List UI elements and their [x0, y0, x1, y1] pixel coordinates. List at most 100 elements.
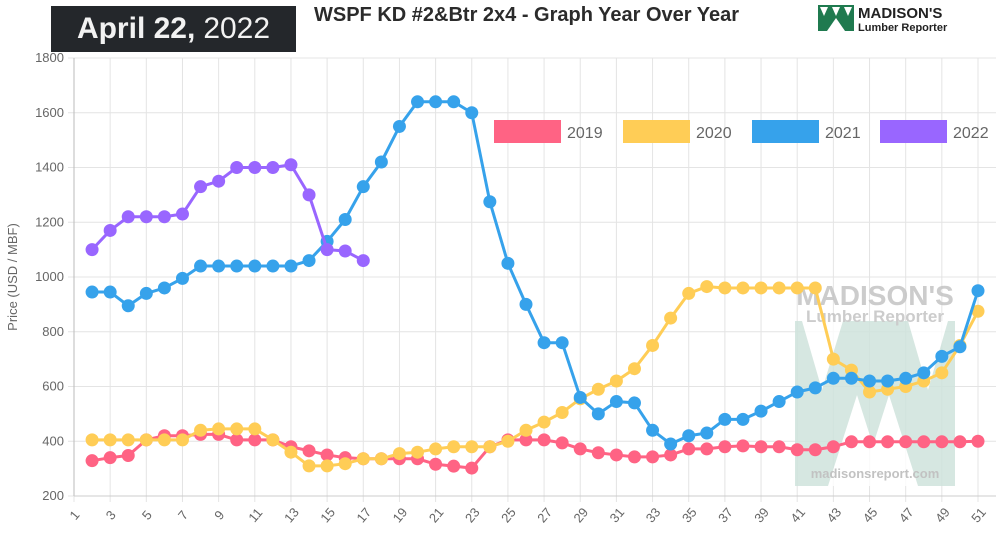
data-point[interactable] — [899, 435, 913, 449]
data-point[interactable] — [609, 395, 623, 409]
data-point[interactable] — [157, 210, 171, 224]
data-point[interactable] — [85, 285, 99, 299]
data-point[interactable] — [718, 281, 732, 295]
data-point[interactable] — [230, 161, 244, 174]
data-point[interactable] — [483, 195, 497, 209]
data-point[interactable] — [320, 448, 334, 462]
data-point[interactable] — [85, 433, 99, 447]
data-point[interactable] — [555, 436, 569, 450]
data-point[interactable] — [808, 381, 822, 395]
data-point[interactable] — [121, 433, 135, 447]
data-point[interactable] — [718, 440, 732, 454]
data-point[interactable] — [356, 254, 370, 268]
data-point[interactable] — [682, 442, 696, 456]
data-point[interactable] — [465, 440, 479, 454]
data-point[interactable] — [230, 433, 244, 447]
data-point[interactable] — [447, 459, 461, 473]
data-point[interactable] — [175, 271, 189, 285]
data-point[interactable] — [664, 311, 678, 325]
data-point[interactable] — [881, 374, 895, 388]
data-point[interactable] — [121, 299, 135, 313]
data-point[interactable] — [356, 452, 370, 466]
data-point[interactable] — [591, 382, 605, 396]
data-point[interactable] — [392, 447, 406, 461]
data-point[interactable] — [899, 371, 913, 385]
data-point[interactable] — [302, 188, 316, 202]
data-point[interactable] — [139, 433, 153, 447]
data-point[interactable] — [736, 281, 750, 295]
data-point[interactable] — [609, 374, 623, 388]
data-point[interactable] — [212, 422, 226, 436]
legend-item-2022[interactable]: 2022 — [880, 120, 989, 143]
data-point[interactable] — [917, 435, 931, 449]
data-point[interactable] — [519, 423, 533, 437]
legend-item-2020[interactable]: 2020 — [623, 120, 732, 143]
data-point[interactable] — [935, 366, 949, 380]
data-point[interactable] — [284, 158, 298, 172]
data-point[interactable] — [212, 174, 226, 188]
data-point[interactable] — [519, 297, 533, 311]
data-point[interactable] — [754, 440, 768, 454]
data-point[interactable] — [754, 404, 768, 418]
data-point[interactable] — [194, 423, 208, 437]
data-point[interactable] — [139, 286, 153, 300]
data-point[interactable] — [501, 434, 515, 448]
data-point[interactable] — [646, 423, 660, 437]
data-point[interactable] — [429, 442, 443, 456]
data-point[interactable] — [85, 454, 99, 468]
legend-item-2021[interactable]: 2021 — [752, 120, 861, 143]
data-point[interactable] — [953, 340, 967, 354]
data-point[interactable] — [790, 281, 804, 295]
data-point[interactable] — [917, 366, 931, 380]
data-point[interactable] — [429, 457, 443, 471]
data-point[interactable] — [935, 435, 949, 449]
data-point[interactable] — [754, 281, 768, 295]
data-point[interactable] — [772, 281, 786, 295]
data-point[interactable] — [718, 412, 732, 426]
data-point[interactable] — [447, 95, 461, 109]
data-point[interactable] — [826, 352, 840, 366]
data-point[interactable] — [248, 161, 262, 174]
data-point[interactable] — [429, 95, 443, 109]
data-point[interactable] — [374, 155, 388, 169]
data-point[interactable] — [790, 443, 804, 457]
data-point[interactable] — [664, 437, 678, 451]
data-point[interactable] — [302, 459, 316, 473]
data-point[interactable] — [971, 434, 985, 448]
data-point[interactable] — [682, 286, 696, 300]
data-point[interactable] — [302, 254, 316, 268]
data-point[interactable] — [573, 442, 587, 456]
data-point[interactable] — [483, 440, 497, 454]
data-point[interactable] — [284, 445, 298, 459]
data-point[interactable] — [302, 444, 316, 458]
data-point[interactable] — [320, 459, 334, 473]
data-point[interactable] — [374, 452, 388, 466]
data-point[interactable] — [591, 407, 605, 421]
data-point[interactable] — [175, 207, 189, 221]
data-point[interactable] — [700, 280, 714, 294]
data-point[interactable] — [121, 210, 135, 224]
data-point[interactable] — [863, 385, 877, 399]
data-point[interactable] — [537, 433, 551, 447]
data-point[interactable] — [103, 223, 117, 237]
data-point[interactable] — [971, 284, 985, 298]
data-point[interactable] — [338, 244, 352, 258]
data-point[interactable] — [591, 446, 605, 460]
data-point[interactable] — [863, 435, 877, 449]
data-point[interactable] — [844, 371, 858, 385]
data-point[interactable] — [700, 442, 714, 456]
data-point[interactable] — [609, 448, 623, 462]
data-point[interactable] — [971, 304, 985, 318]
data-point[interactable] — [157, 433, 171, 447]
data-point[interactable] — [392, 119, 406, 133]
legend-item-2019[interactable]: 2019 — [494, 120, 603, 143]
data-point[interactable] — [826, 440, 840, 454]
data-point[interactable] — [808, 281, 822, 295]
data-point[interactable] — [700, 426, 714, 440]
data-point[interactable] — [121, 448, 135, 462]
data-point[interactable] — [808, 443, 822, 457]
data-point[interactable] — [194, 180, 208, 194]
data-point[interactable] — [627, 450, 641, 464]
data-point[interactable] — [664, 448, 678, 462]
data-point[interactable] — [103, 451, 117, 465]
